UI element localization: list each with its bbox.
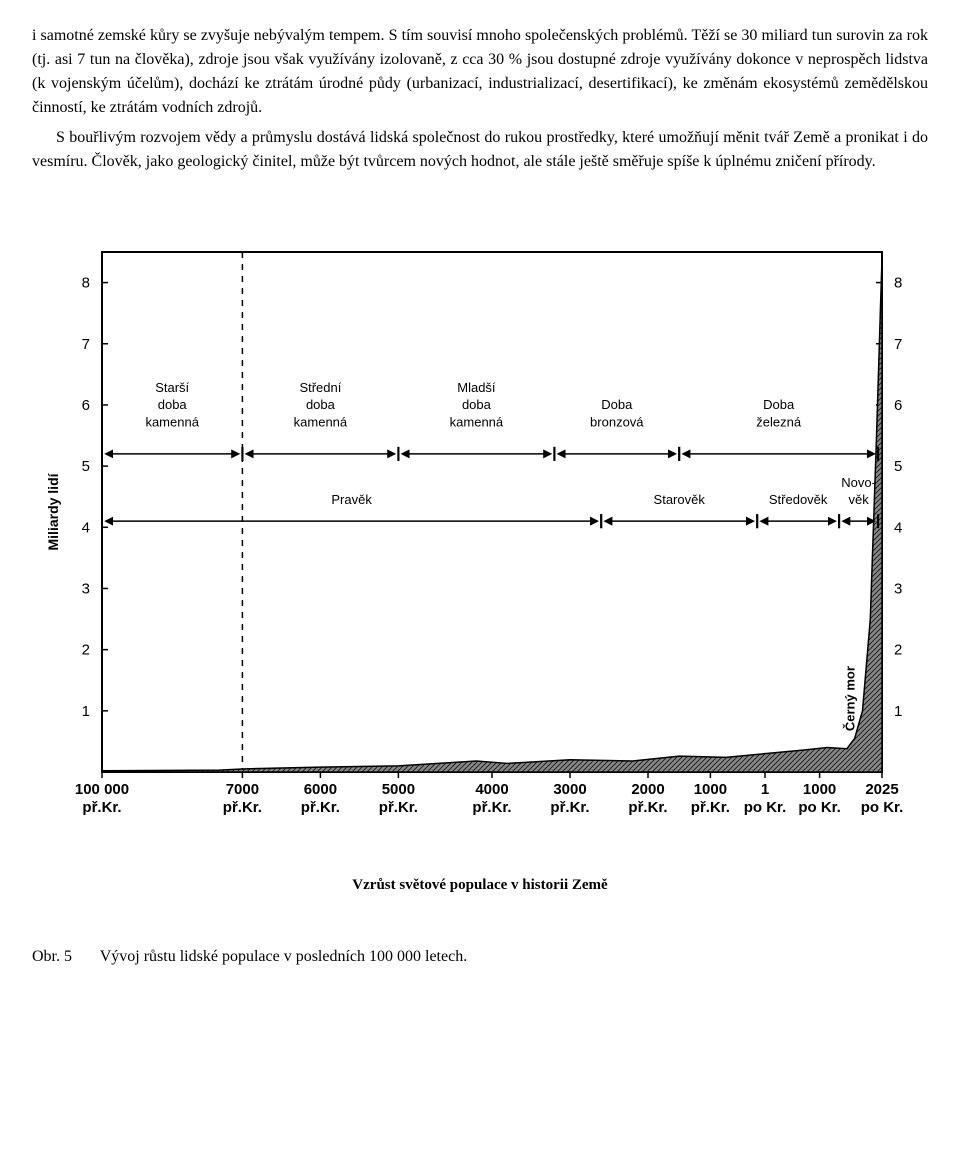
svg-text:př.Kr.: př.Kr. xyxy=(628,799,667,816)
svg-text:2000: 2000 xyxy=(631,781,664,798)
svg-text:3: 3 xyxy=(82,580,90,597)
svg-text:Mladší: Mladší xyxy=(457,380,496,395)
svg-text:př.Kr.: př.Kr. xyxy=(223,799,262,816)
svg-text:bronzová: bronzová xyxy=(590,414,644,429)
svg-text:Novo-: Novo- xyxy=(841,475,876,490)
svg-text:5: 5 xyxy=(82,458,90,475)
body-paragraph-2: S bouřlivým rozvojem vědy a průmyslu dos… xyxy=(32,126,928,174)
svg-text:doba: doba xyxy=(306,397,336,412)
svg-text:př.Kr.: př.Kr. xyxy=(301,799,340,816)
svg-text:2: 2 xyxy=(894,642,902,659)
svg-text:doba: doba xyxy=(158,397,188,412)
svg-text:1: 1 xyxy=(761,781,769,798)
svg-text:3: 3 xyxy=(894,580,902,597)
svg-text:1000: 1000 xyxy=(803,781,836,798)
svg-text:2: 2 xyxy=(82,642,90,659)
svg-text:7000: 7000 xyxy=(226,781,259,798)
svg-text:po Kr.: po Kr. xyxy=(861,799,904,816)
svg-text:kamenná: kamenná xyxy=(145,414,199,429)
figure-label: Obr. 5 xyxy=(32,948,72,965)
svg-text:Doba: Doba xyxy=(763,397,795,412)
svg-text:př.Kr.: př.Kr. xyxy=(379,799,418,816)
svg-text:Střední: Střední xyxy=(299,380,341,395)
svg-text:8: 8 xyxy=(82,275,90,292)
population-chart: 1122334455667788Miliardy lidí100 000př.K… xyxy=(32,222,928,897)
svg-text:4000: 4000 xyxy=(475,781,508,798)
svg-text:Středověk: Středověk xyxy=(769,492,828,507)
svg-text:100 000: 100 000 xyxy=(75,781,129,798)
svg-text:Pravěk: Pravěk xyxy=(331,492,372,507)
svg-text:věk: věk xyxy=(848,492,869,507)
svg-text:4: 4 xyxy=(82,519,90,536)
svg-text:př.Kr.: př.Kr. xyxy=(691,799,730,816)
svg-text:doba: doba xyxy=(462,397,492,412)
body-paragraph-1: i samotné zemské kůry se zvyšuje nebýval… xyxy=(32,24,928,120)
svg-text:5: 5 xyxy=(894,458,902,475)
svg-text:př.Kr.: př.Kr. xyxy=(82,799,121,816)
svg-text:po Kr.: po Kr. xyxy=(744,799,787,816)
svg-text:6: 6 xyxy=(894,397,902,414)
svg-text:Černý mor: Černý mor xyxy=(843,666,858,731)
svg-text:7: 7 xyxy=(894,336,902,353)
svg-text:2025: 2025 xyxy=(865,781,898,798)
figure-caption: Obr. 5 Vývoj růstu lidské populace v pos… xyxy=(32,945,928,969)
svg-text:Miliardy lidí: Miliardy lidí xyxy=(45,472,61,550)
svg-text:kamenná: kamenná xyxy=(450,414,504,429)
svg-text:Starší: Starší xyxy=(155,380,189,395)
svg-text:po Kr.: po Kr. xyxy=(798,799,841,816)
svg-text:5000: 5000 xyxy=(382,781,415,798)
svg-text:kamenná: kamenná xyxy=(294,414,348,429)
svg-text:př.Kr.: př.Kr. xyxy=(550,799,589,816)
svg-text:3000: 3000 xyxy=(553,781,586,798)
chart-bottom-title: Vzrůst světové populace v historii Země xyxy=(32,874,928,897)
svg-text:6000: 6000 xyxy=(304,781,337,798)
svg-text:Doba: Doba xyxy=(601,397,633,412)
svg-text:4: 4 xyxy=(894,519,902,536)
svg-text:1: 1 xyxy=(82,703,90,720)
svg-text:1: 1 xyxy=(894,703,902,720)
svg-text:7: 7 xyxy=(82,336,90,353)
svg-text:8: 8 xyxy=(894,275,902,292)
population-chart-svg: 1122334455667788Miliardy lidí100 000př.K… xyxy=(32,222,912,842)
svg-text:železná: železná xyxy=(756,414,802,429)
figure-caption-text: Vývoj růstu lidské populace v posledních… xyxy=(100,948,467,965)
svg-text:př.Kr.: př.Kr. xyxy=(472,799,511,816)
svg-text:Starověk: Starověk xyxy=(654,492,706,507)
svg-text:1000: 1000 xyxy=(694,781,727,798)
svg-text:6: 6 xyxy=(82,397,90,414)
